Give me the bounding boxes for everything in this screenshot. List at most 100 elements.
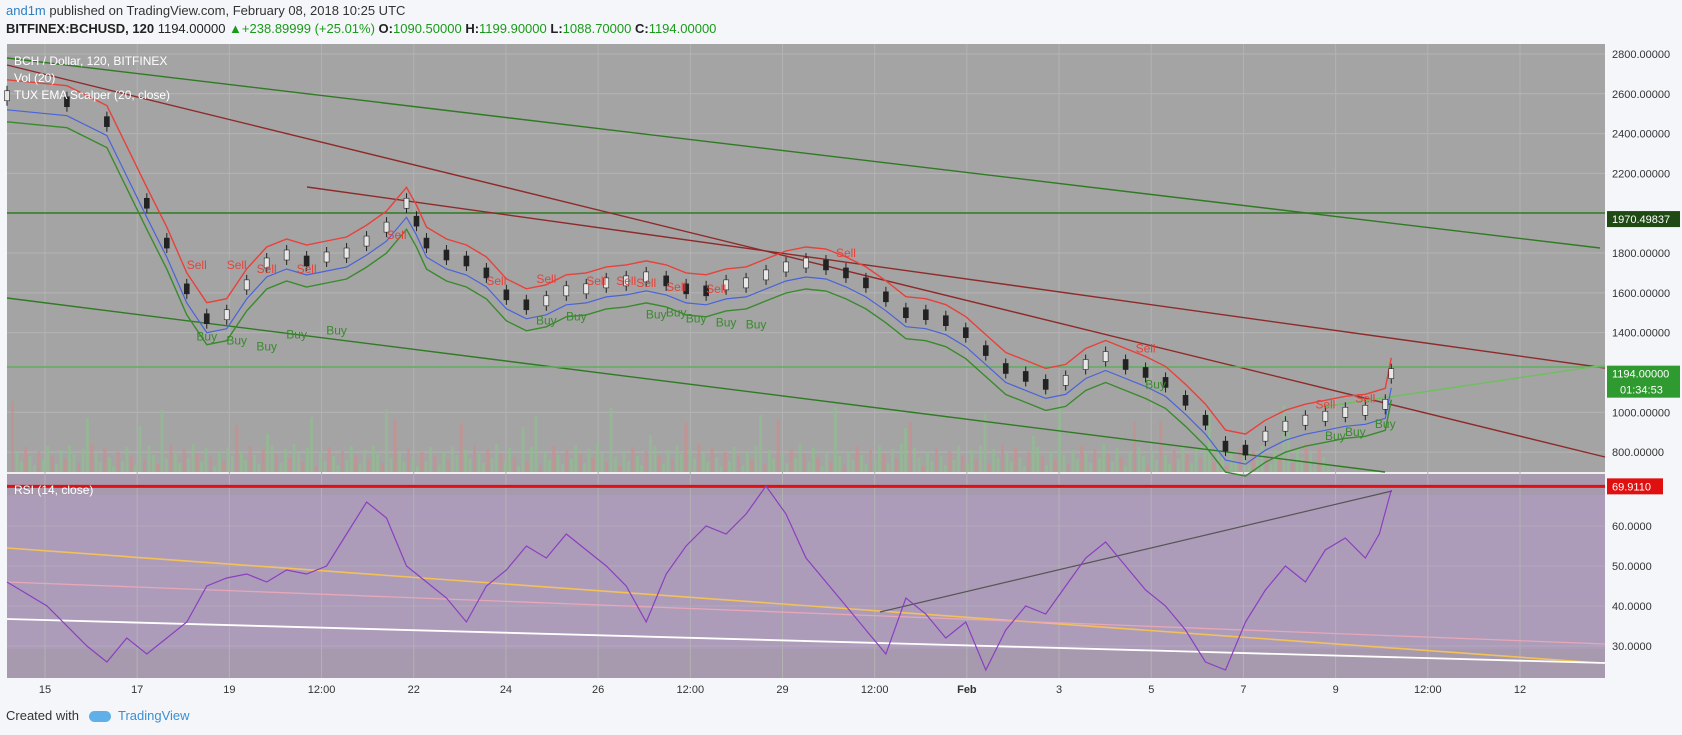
volume-bar (72, 454, 76, 472)
sell-signal-label: Sell (586, 274, 606, 288)
volume-bar (1009, 462, 1013, 472)
volume-bar (235, 425, 239, 472)
volume-bar (1141, 456, 1145, 472)
time-tick-label: 29 (776, 684, 788, 696)
sell-signal-label: Sell (1355, 391, 1375, 405)
buy-signal-label: Buy (226, 334, 247, 348)
candle (443, 249, 450, 261)
volume-bar (213, 466, 217, 472)
volume-bar (1040, 456, 1044, 472)
volume-bar (578, 454, 582, 472)
time-tick-label: 15 (39, 684, 51, 696)
volume-bar (1058, 406, 1062, 472)
volume-bar (1229, 452, 1233, 472)
volume-bar (891, 449, 894, 472)
volume-bar (1071, 450, 1075, 472)
open-value: 1090.50000 (393, 21, 462, 36)
volume-bar (1269, 464, 1273, 472)
candle (1382, 399, 1389, 410)
time-tick-label: 3 (1056, 684, 1062, 696)
level-price-tag (1607, 211, 1680, 228)
volume-bar (860, 455, 864, 472)
volume-bar (319, 452, 322, 472)
volume-bar (1282, 405, 1286, 472)
channel-upper-line (6, 57, 1601, 249)
volume-bar (1212, 462, 1216, 472)
price-series (4, 79, 1395, 477)
volume-bar (838, 456, 842, 472)
sell-signal-label: Sell (536, 272, 556, 286)
volume-bar (591, 458, 595, 472)
ema-upper-band (6, 79, 1392, 435)
volume-bar (134, 465, 138, 472)
volume-bar (63, 459, 67, 472)
volume-bar (94, 453, 98, 472)
candle (763, 269, 769, 281)
volume-bar (684, 423, 688, 472)
volume-bar (275, 454, 278, 472)
volume-bar (314, 466, 318, 472)
volume-bar (283, 449, 287, 472)
volume-bar (11, 401, 14, 472)
sell-signal-label: Sell (1315, 397, 1335, 411)
candle (423, 237, 430, 249)
volume-bar (182, 449, 186, 472)
volume-bar (565, 450, 569, 472)
volume-bar (191, 444, 195, 472)
volume-bar (741, 465, 745, 472)
tradingview-link[interactable]: TradingView (118, 708, 190, 723)
volume-bar (618, 466, 622, 472)
volume-bar (952, 460, 956, 472)
volume-bar (1326, 466, 1330, 472)
candle (1002, 363, 1009, 374)
volume-bar (217, 452, 221, 472)
volume-bar (301, 462, 305, 472)
volume-bar (569, 459, 573, 472)
volume-bar (1199, 458, 1202, 472)
candle (4, 90, 10, 102)
volume-bar (349, 446, 353, 472)
volume-bar (525, 461, 529, 472)
volume-bar (1146, 465, 1150, 472)
candle (1022, 371, 1029, 382)
volume-bar (904, 428, 908, 472)
author-link[interactable]: and1m (6, 3, 46, 18)
volume-bar (332, 456, 336, 472)
buy-signal-label: Buy (746, 318, 767, 332)
time-tick-label: 12:00 (677, 684, 705, 696)
volume-bar (1124, 466, 1128, 472)
legend-rsi: RSI (14, close) (14, 483, 93, 497)
volume-bar (1119, 457, 1123, 472)
volume-bar (706, 462, 710, 472)
volume-bar (327, 447, 331, 472)
tradingview-cloud-icon (88, 711, 111, 723)
volume-bar (921, 466, 925, 472)
volume-bar (1247, 465, 1251, 472)
volume-bar (1203, 444, 1207, 472)
volume-bar (948, 451, 952, 472)
volume-bar (811, 448, 815, 472)
candle (823, 259, 829, 271)
volume-bar (640, 465, 644, 472)
sell-signal-label: Sell (836, 246, 856, 260)
volume-bar (1023, 466, 1026, 472)
volume-bar (402, 462, 406, 472)
candle (203, 313, 210, 325)
volume-bar (160, 410, 164, 472)
candle (943, 315, 949, 327)
volume-bar (728, 461, 732, 472)
volume-bar (473, 445, 476, 472)
candle (1102, 351, 1109, 362)
volume-bar (143, 460, 146, 472)
volume-bar (292, 444, 296, 472)
volume-bar (481, 463, 485, 472)
volume-bar (257, 464, 261, 472)
volume-bar (776, 420, 780, 472)
volume-bar (1159, 421, 1163, 472)
ohlc-bar: BITFINEX:BCHUSD, 120 1194.00000 ▲+238.89… (6, 21, 716, 36)
volume-bar (992, 449, 996, 472)
volume-bar (442, 451, 446, 472)
volume-bar (767, 450, 771, 472)
volume-bar (1062, 455, 1066, 472)
